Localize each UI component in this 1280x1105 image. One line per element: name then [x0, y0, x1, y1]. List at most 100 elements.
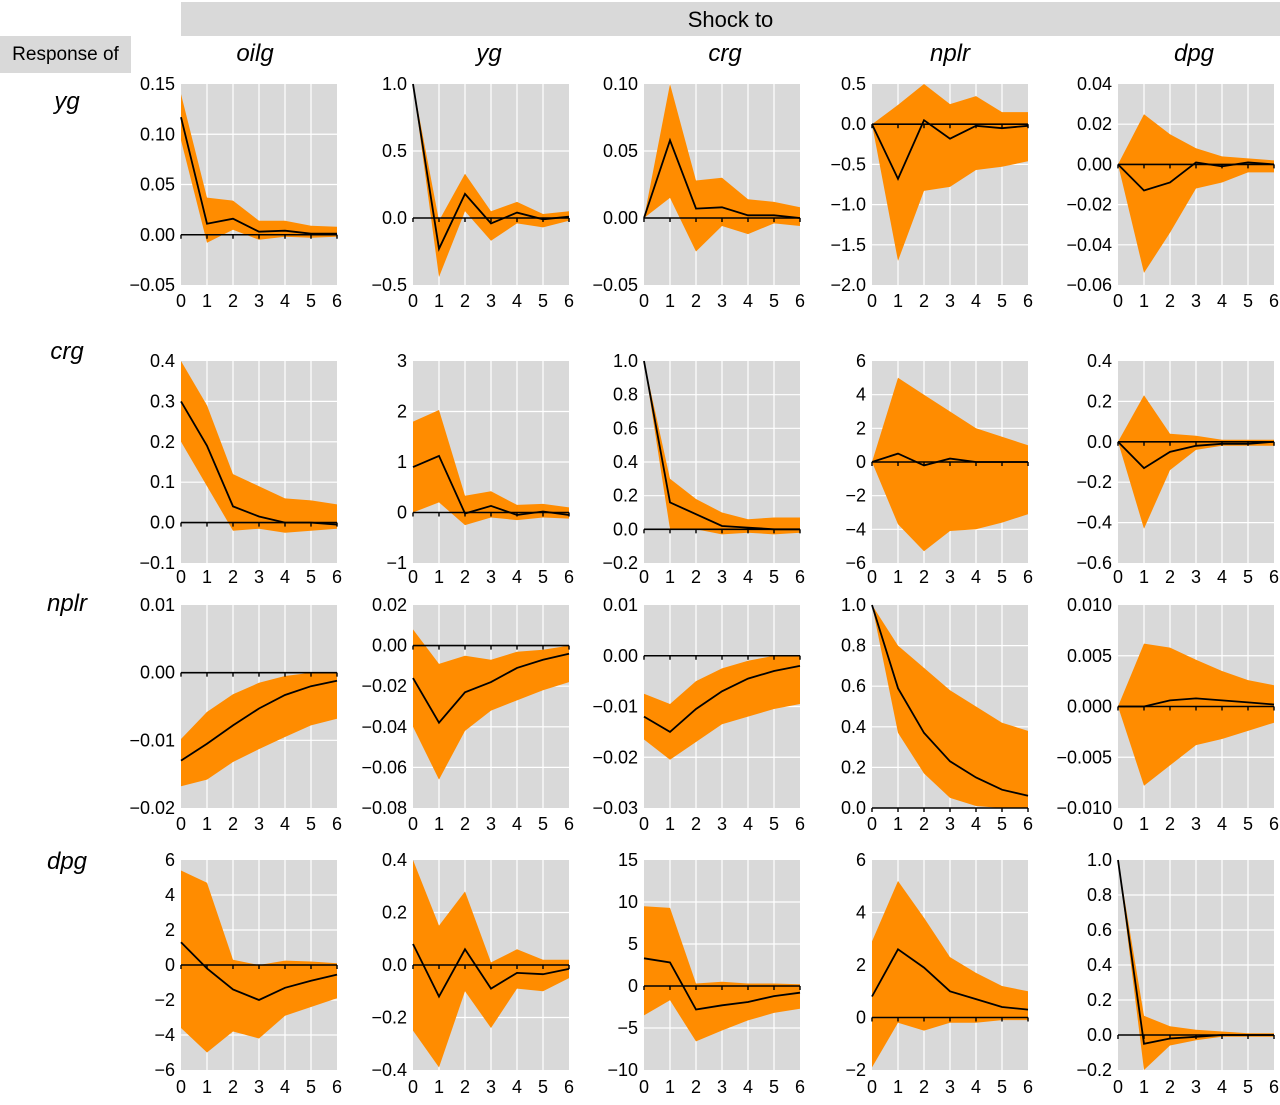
- confidence-band: [644, 906, 800, 1042]
- x-tick-label: 5: [306, 1077, 316, 1097]
- x-tick-label: 2: [919, 291, 929, 311]
- x-tick-label: 5: [538, 567, 548, 587]
- median-response-line: [871, 118, 1029, 182]
- y-tick-label: 0.6: [613, 418, 638, 438]
- y-tick-label: 0.01: [603, 595, 638, 615]
- y-tick-label: 0.2: [613, 486, 638, 506]
- y-tick-label: −1.0: [830, 195, 866, 215]
- panel-crg-to-crg: 1.0 0.8 0.6 0.4 0.2 0.0 −0.20 1 2 3 4 5 6: [602, 351, 805, 587]
- y-tick-label: 0.4: [1087, 955, 1112, 975]
- x-tick-label: 1: [893, 814, 903, 834]
- x-tick-label: 0: [1113, 291, 1123, 311]
- x-tick-label: 0: [408, 567, 418, 587]
- median-response-line: [643, 957, 801, 1011]
- x-tick-label: 2: [919, 567, 929, 587]
- y-tick-label: −0.2: [371, 1008, 407, 1028]
- y-tick-label: 2: [856, 418, 866, 438]
- x-tick-label: 2: [691, 814, 701, 834]
- median-response-line: [180, 679, 338, 762]
- y-tick-label: 1.0: [382, 74, 407, 94]
- x-tick-label: 4: [743, 1077, 753, 1097]
- median-response-line: [1117, 440, 1275, 470]
- y-tick-label: 0.2: [382, 903, 407, 923]
- confidence-band: [872, 605, 1028, 808]
- y-tick-label: 0.02: [1077, 114, 1112, 134]
- x-tick-label: 4: [512, 1077, 522, 1097]
- y-tick-label: 0.00: [1077, 154, 1112, 174]
- y-tick-label: −0.6: [1076, 553, 1112, 573]
- x-tick-label: 2: [1165, 814, 1175, 834]
- x-tick-label: 0: [639, 567, 649, 587]
- x-tick-label: 3: [945, 291, 955, 311]
- y-tick-label: 0: [856, 1008, 866, 1028]
- median-response-line: [1117, 161, 1275, 192]
- y-tick-label: −0.4: [371, 1060, 407, 1080]
- x-tick-label: 4: [512, 814, 522, 834]
- y-tick-label: 0.0: [841, 114, 866, 134]
- y-tick-label: −0.01: [129, 730, 175, 750]
- y-tick-label: −0.2: [1076, 472, 1112, 492]
- x-tick-label: 4: [971, 567, 981, 587]
- y-tick-label: 4: [856, 903, 866, 923]
- x-tick-label: 4: [512, 291, 522, 311]
- x-tick-label: 3: [717, 291, 727, 311]
- y-tick-label: 0.0: [1087, 1025, 1112, 1045]
- x-tick-label: 1: [1139, 291, 1149, 311]
- x-tick-label: 4: [280, 567, 290, 587]
- x-tick-label: 1: [1139, 567, 1149, 587]
- y-tick-label: −2.0: [830, 275, 866, 295]
- x-tick-label: 0: [176, 814, 186, 834]
- x-tick-label: 2: [1165, 567, 1175, 587]
- y-tick-label: 0.4: [841, 717, 866, 737]
- x-tick-label: 6: [1023, 291, 1033, 311]
- x-tick-label: 5: [997, 1077, 1007, 1097]
- y-tick-label: 4: [856, 385, 866, 405]
- y-tick-label: −0.06: [1066, 275, 1112, 295]
- x-tick-label: 0: [176, 291, 186, 311]
- confidence-band: [181, 94, 337, 243]
- y-tick-label: −6: [154, 1060, 175, 1080]
- y-tick-label: −0.06: [361, 757, 407, 777]
- y-tick-label: 0.6: [1087, 920, 1112, 940]
- x-tick-label: 0: [867, 1077, 877, 1097]
- y-tick-label: 0.0: [382, 208, 407, 228]
- x-tick-label: 5: [1243, 291, 1253, 311]
- x-tick-label: 5: [769, 291, 779, 311]
- x-tick-label: 6: [564, 291, 574, 311]
- median-response-line: [643, 137, 801, 219]
- y-tick-label: 0.0: [613, 519, 638, 539]
- confidence-band: [413, 860, 569, 1068]
- x-tick-label: 6: [564, 1077, 574, 1097]
- x-tick-label: 4: [743, 567, 753, 587]
- y-tick-label: −6: [845, 553, 866, 573]
- x-tick-label: 1: [893, 1077, 903, 1097]
- x-tick-label: 5: [769, 814, 779, 834]
- x-tick-label: 4: [1217, 814, 1227, 834]
- x-tick-label: 0: [408, 1077, 418, 1097]
- column-label-oilg: oilg: [236, 40, 274, 67]
- x-tick-label: 0: [408, 291, 418, 311]
- x-tick-label: 4: [280, 1077, 290, 1097]
- x-tick-label: 1: [434, 291, 444, 311]
- y-tick-label: 0.01: [140, 595, 175, 615]
- median-response-line: [1117, 859, 1274, 1045]
- x-tick-label: 4: [1217, 567, 1227, 587]
- y-tick-label: 0.00: [603, 646, 638, 666]
- confidence-band: [413, 629, 569, 780]
- panel-yg-to-oilg: 0.15 0.10 0.05 0.00 −0.050 1 2 3 4 5 6: [129, 74, 342, 311]
- x-tick-label: 2: [460, 1077, 470, 1097]
- x-tick-label: 6: [1023, 567, 1033, 587]
- x-tick-label: 5: [306, 567, 316, 587]
- median-response-line: [412, 943, 570, 999]
- x-tick-label: 4: [512, 567, 522, 587]
- confidence-band: [644, 361, 800, 535]
- x-tick-label: 1: [893, 567, 903, 587]
- x-tick-label: 0: [639, 291, 649, 311]
- y-tick-label: 0.0: [150, 513, 175, 533]
- x-tick-label: 6: [795, 814, 805, 834]
- x-tick-label: 2: [228, 291, 238, 311]
- y-tick-label: 2: [397, 402, 407, 422]
- x-tick-label: 5: [769, 567, 779, 587]
